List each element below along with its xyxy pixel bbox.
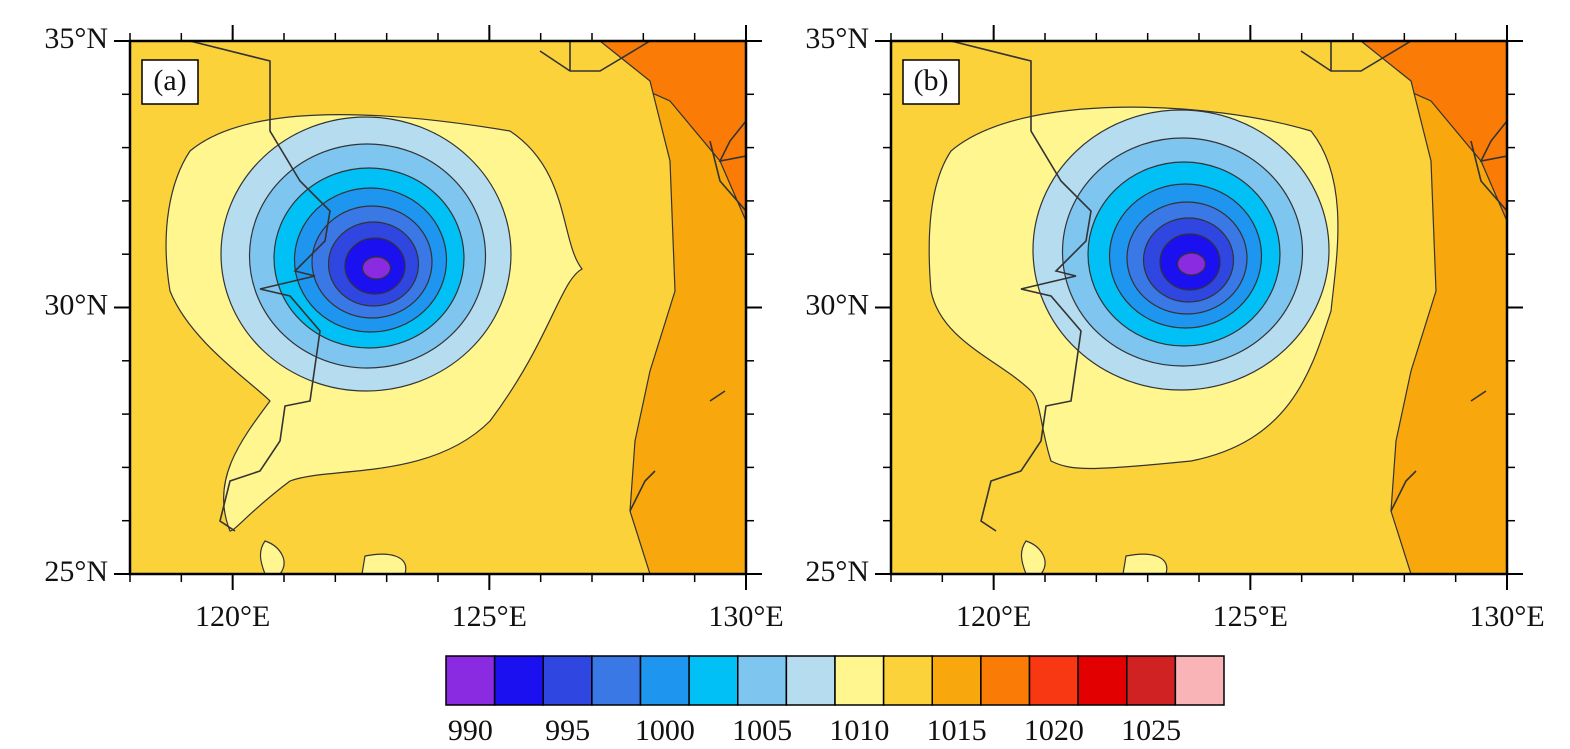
colorbar-swatch <box>882 655 933 706</box>
colorbar-label: 995 <box>545 714 590 747</box>
panel-label-box <box>902 59 960 105</box>
colorbar-swatch <box>1028 655 1079 706</box>
colorbar-swatch <box>493 655 544 706</box>
x-tick-label: 125°E <box>452 600 527 633</box>
y-tick-label: 25°N <box>44 555 108 588</box>
map-panel: 120°E 125°E 130°E 25°N 30°N 35°N (a) <box>44 22 783 633</box>
colorbar-swatch <box>1174 655 1225 706</box>
colorbar-swatch <box>445 655 496 706</box>
colorbar-label: 1005 <box>732 714 792 747</box>
colorbar-swatch <box>834 655 885 706</box>
contour-region <box>1176 252 1207 276</box>
x-tick-label: 120°E <box>956 600 1031 633</box>
colorbar-swatch <box>931 655 982 706</box>
panel-label-box <box>141 59 199 105</box>
colorbar-label: 990 <box>448 714 493 747</box>
y-tick-label: 35°N <box>805 22 869 55</box>
colorbar-swatch <box>785 655 836 706</box>
panel-label: (b) <box>914 64 949 97</box>
colorbar-label: 1015 <box>927 714 987 747</box>
y-tick-label: 35°N <box>44 22 108 55</box>
contour-region <box>361 256 392 280</box>
panel-label: (a) <box>153 64 186 97</box>
colorbar-swatch <box>980 655 1031 706</box>
map-panel: 120°E 125°E 130°E 25°N 30°N 35°N (b) <box>805 22 1544 633</box>
x-tick-label: 125°E <box>1213 600 1288 633</box>
x-tick-label: 130°E <box>708 600 783 633</box>
coastline <box>950 41 1507 532</box>
y-tick-label: 30°N <box>805 288 869 321</box>
colorbar-swatch <box>1077 655 1128 706</box>
x-tick-label: 130°E <box>1469 600 1544 633</box>
contour-fill <box>891 41 1507 574</box>
colorbar-swatch <box>542 655 593 706</box>
contour-fill <box>130 41 746 574</box>
colorbar-swatch <box>591 655 642 706</box>
colorbar-swatch <box>688 655 739 706</box>
coastline <box>189 41 746 532</box>
colorbar-label: 1010 <box>829 714 889 747</box>
colorbar-label: 1000 <box>635 714 695 747</box>
colorbar-swatch <box>737 655 788 706</box>
colorbar-label: 1025 <box>1121 714 1181 747</box>
colorbar-swatch <box>639 655 690 706</box>
y-tick-label: 25°N <box>805 555 869 588</box>
y-tick-label: 30°N <box>44 288 108 321</box>
colorbar-swatch <box>1126 655 1177 706</box>
x-tick-label: 120°E <box>195 600 270 633</box>
colorbar-label: 1020 <box>1024 714 1084 747</box>
